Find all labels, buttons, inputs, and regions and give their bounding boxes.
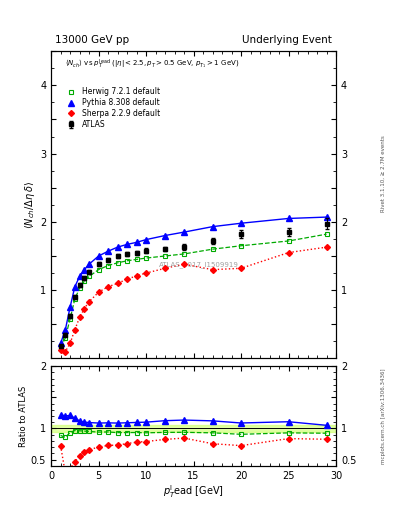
Pythia 8.308 default <box>125 241 129 247</box>
Sherpa 2.2.9 default <box>72 327 77 333</box>
Herwig 7.2.1 default <box>144 255 149 261</box>
Sherpa 2.2.9 default <box>210 267 215 273</box>
Sherpa 2.2.9 default <box>239 265 243 271</box>
Pythia 8.308 default <box>96 253 101 259</box>
Bar <box>51 425 336 432</box>
Text: $\langle N_{ch}\rangle$ vs $p_T^{\rm lead}$ ($|\eta| < 2.5, p_T > 0.5$ GeV, $p_{: $\langle N_{ch}\rangle$ vs $p_T^{\rm lea… <box>65 57 240 71</box>
Pythia 8.308 default <box>163 232 167 239</box>
Sherpa 2.2.9 default <box>68 340 72 347</box>
Herwig 7.2.1 default <box>163 253 167 259</box>
Sherpa 2.2.9 default <box>286 249 291 255</box>
Herwig 7.2.1 default <box>77 285 82 291</box>
Pythia 8.308 default <box>82 267 87 273</box>
Herwig 7.2.1 default <box>210 246 215 252</box>
Pythia 8.308 default <box>115 244 120 250</box>
Sherpa 2.2.9 default <box>87 298 92 305</box>
Sherpa 2.2.9 default <box>115 280 120 286</box>
Herwig 7.2.1 default <box>72 296 77 302</box>
Y-axis label: Ratio to ATLAS: Ratio to ATLAS <box>19 386 28 446</box>
Sherpa 2.2.9 default <box>106 284 110 290</box>
Pythia 8.308 default <box>239 220 243 226</box>
Herwig 7.2.1 default <box>286 238 291 244</box>
Pythia 8.308 default <box>68 304 72 310</box>
Pythia 8.308 default <box>106 248 110 254</box>
Sherpa 2.2.9 default <box>182 261 186 267</box>
Sherpa 2.2.9 default <box>134 273 139 279</box>
Text: Underlying Event: Underlying Event <box>242 35 332 45</box>
Herwig 7.2.1 default <box>324 231 329 237</box>
Pythia 8.308 default <box>63 327 68 333</box>
Sherpa 2.2.9 default <box>63 349 68 355</box>
Herwig 7.2.1 default <box>182 251 186 257</box>
Herwig 7.2.1 default <box>68 316 72 322</box>
Line: Sherpa 2.2.9 default: Sherpa 2.2.9 default <box>59 245 329 354</box>
Pythia 8.308 default <box>72 284 77 290</box>
Text: 13000 GeV pp: 13000 GeV pp <box>55 35 129 45</box>
Sherpa 2.2.9 default <box>125 276 129 282</box>
Pythia 8.308 default <box>77 273 82 280</box>
Herwig 7.2.1 default <box>125 258 129 264</box>
Line: Pythia 8.308 default: Pythia 8.308 default <box>58 215 329 346</box>
Pythia 8.308 default <box>87 261 92 267</box>
Herwig 7.2.1 default <box>115 260 120 266</box>
Pythia 8.308 default <box>144 237 149 243</box>
Pythia 8.308 default <box>182 229 186 235</box>
Herwig 7.2.1 default <box>239 243 243 249</box>
Sherpa 2.2.9 default <box>58 347 63 353</box>
Sherpa 2.2.9 default <box>82 306 87 312</box>
Line: Herwig 7.2.1 default: Herwig 7.2.1 default <box>58 232 329 350</box>
Sherpa 2.2.9 default <box>144 270 149 276</box>
Pythia 8.308 default <box>210 224 215 230</box>
Legend: Herwig 7.2.1 default, Pythia 8.308 default, Sherpa 2.2.9 default, ATLAS: Herwig 7.2.1 default, Pythia 8.308 defau… <box>61 86 162 131</box>
Sherpa 2.2.9 default <box>163 265 167 271</box>
Pythia 8.308 default <box>134 239 139 245</box>
X-axis label: $p_T^{\rm l}$ead [GeV]: $p_T^{\rm l}$ead [GeV] <box>163 483 224 500</box>
Text: mcplots.cern.ch [arXiv:1306.3436]: mcplots.cern.ch [arXiv:1306.3436] <box>381 368 386 464</box>
Herwig 7.2.1 default <box>96 267 101 273</box>
Sherpa 2.2.9 default <box>77 314 82 321</box>
Herwig 7.2.1 default <box>82 278 87 284</box>
Sherpa 2.2.9 default <box>96 289 101 295</box>
Pythia 8.308 default <box>324 214 329 220</box>
Y-axis label: $\langle N_{ch}/\Delta\eta\,\delta\rangle$: $\langle N_{ch}/\Delta\eta\,\delta\rangl… <box>23 181 37 229</box>
Herwig 7.2.1 default <box>134 257 139 263</box>
Sherpa 2.2.9 default <box>324 244 329 250</box>
Herwig 7.2.1 default <box>106 263 110 269</box>
Herwig 7.2.1 default <box>63 335 68 341</box>
Herwig 7.2.1 default <box>58 345 63 351</box>
Pythia 8.308 default <box>286 216 291 222</box>
Text: ATLAS_2017_I1509919: ATLAS_2017_I1509919 <box>159 261 239 268</box>
Text: Rivet 3.1.10, ≥ 2.7M events: Rivet 3.1.10, ≥ 2.7M events <box>381 136 386 212</box>
Herwig 7.2.1 default <box>87 273 92 280</box>
Pythia 8.308 default <box>58 340 63 347</box>
